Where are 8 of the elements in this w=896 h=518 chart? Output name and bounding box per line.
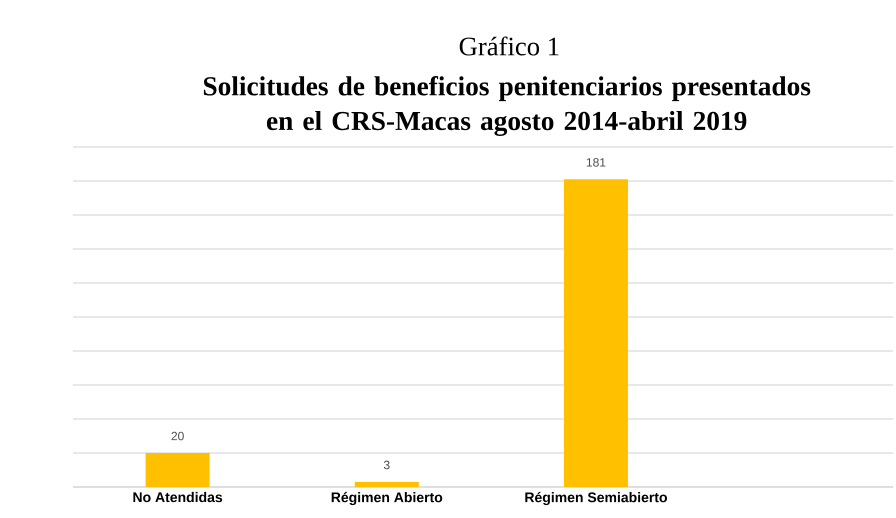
data-label: 3	[384, 460, 390, 470]
chart-subtitle: Solicitudes de beneficios penitenciarios presentados en el CRS-Macas agosto 2014-abril 2019	[204, 76, 810, 136]
x-tick-label: No Atendidas	[133, 492, 222, 502]
chart-title: Gráfico 1	[460, 36, 558, 56]
data-label: 181	[586, 158, 606, 167]
x-tick-label: Régimen Semiabierto	[525, 492, 667, 506]
x-tick-label: Régimen Abierto	[332, 492, 442, 506]
data-label: 20	[172, 432, 184, 440]
